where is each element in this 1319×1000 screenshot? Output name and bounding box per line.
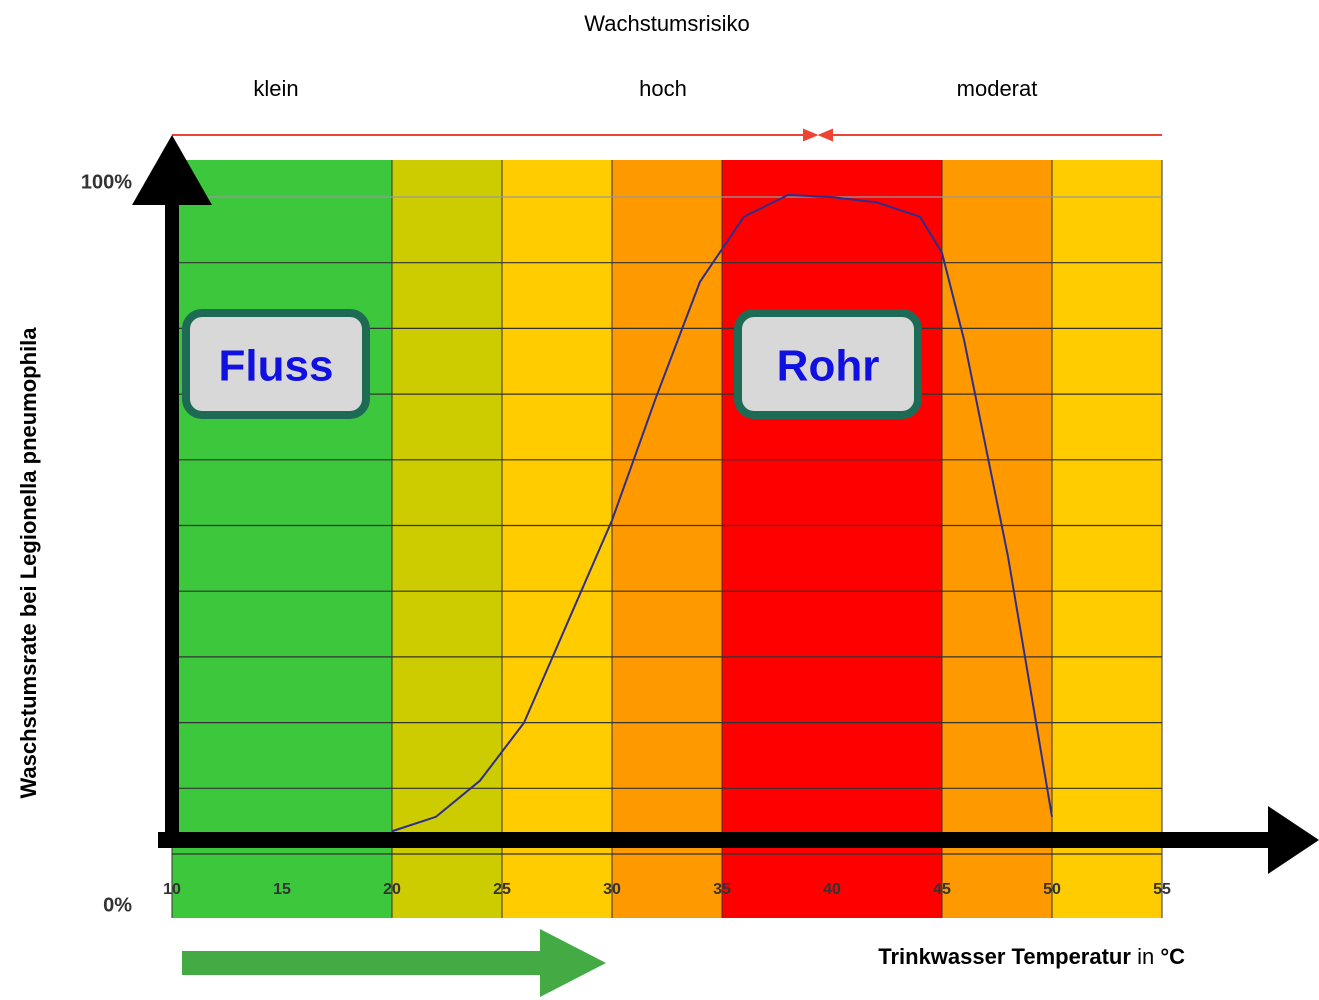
risk-band <box>392 160 502 918</box>
y-tick-label: 100% <box>81 171 132 193</box>
risk-label: klein <box>253 76 298 101</box>
x-axis-label-part: in <box>1137 944 1154 969</box>
x-axis-label-part: °C <box>1160 944 1185 969</box>
risk-band <box>172 160 392 918</box>
growth-curve <box>391 193 1053 833</box>
x-tick-label: 40 <box>823 881 841 898</box>
chart-title: Wachstumsrisiko <box>584 11 749 36</box>
y-axis-head <box>132 135 212 205</box>
x-tick-label: 15 <box>273 881 291 898</box>
x-tick-label: 35 <box>713 881 731 898</box>
risk-band <box>502 160 612 918</box>
risk-label: moderat <box>957 76 1038 101</box>
flow-arrow-head <box>540 929 606 997</box>
risk-arrows <box>172 128 1162 142</box>
annotation-box <box>182 309 370 419</box>
risk-band <box>942 160 1052 918</box>
y-tick-label: 0% <box>103 894 132 916</box>
overlay: 10 15 20 25 30 35 40 45 50 55 0% 100% Fluss Rohr Wasch… <box>16 135 1319 997</box>
x-tick-label: 30 <box>603 881 621 898</box>
plot-area <box>171 160 1163 918</box>
x-axis-label: Trinkwasser Temperatur in °C <box>878 944 1185 969</box>
risk-band <box>1052 160 1162 918</box>
x-tick-label: 25 <box>493 881 511 898</box>
x-axis-head <box>1268 806 1319 874</box>
x-tick-label: 10 <box>163 881 181 898</box>
risk-band <box>722 160 942 918</box>
x-tick-label: 50 <box>1043 881 1061 898</box>
x-tick-label: 55 <box>1153 881 1171 898</box>
x-tick-label: 45 <box>933 881 951 898</box>
y-axis-label: Waschstumsrate bei Legionella pneumophil… <box>16 327 41 799</box>
risk-label: hoch <box>639 76 687 101</box>
flow-arrow <box>182 951 544 975</box>
annotation-box <box>734 309 922 419</box>
x-axis-label-part: Trinkwasser Temperatur <box>878 944 1131 969</box>
x-tick-label: 20 <box>383 881 401 898</box>
annotation: Rohr <box>777 342 880 391</box>
risk-band <box>612 160 722 918</box>
annotation: Fluss <box>219 342 334 391</box>
